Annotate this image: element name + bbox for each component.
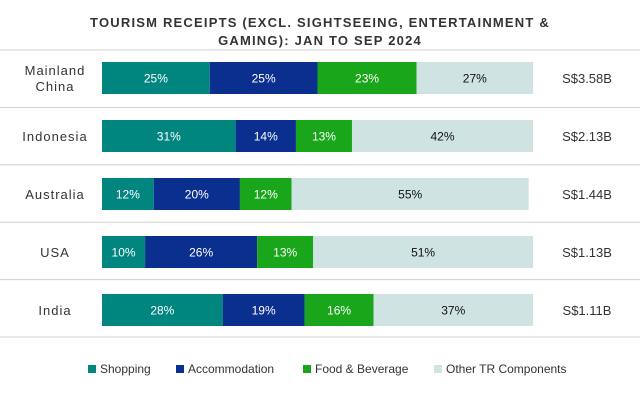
bar-value-label: 42% [430,130,454,144]
category-label: India [38,303,71,318]
legend: Shopping Accommodation Food & Beverage Othe… [88,362,567,376]
bar-value-label: 55% [398,188,422,202]
bar-value-label: 12% [254,188,278,202]
bar-value-label: 19% [252,304,276,318]
chart-title: TOURISM RECEIPTS (EXCL. SIGHTSEEING, ENT… [90,15,550,48]
bar-segment [257,236,314,268]
bar-segment [102,294,223,326]
legend-item-label: Accommodation [188,362,274,376]
bar-value-label: 25% [144,72,168,86]
total-value-label: S$3.58B [562,71,612,86]
bar-segment [222,294,305,326]
gridlines [0,49,640,338]
bar-value-label: 51% [411,246,435,260]
chart-title-line: GAMING): JAN TO SEP 2024 [218,33,422,48]
bar-value-label: 26% [189,246,213,260]
bar-segment [102,62,210,94]
bar-segment [313,236,533,268]
bar-segment [351,120,533,152]
total-value-label: S$2.13B [562,129,612,144]
bar-value-label: 12% [116,188,140,202]
bar-value-label: 10% [112,246,136,260]
bar-segment [291,178,529,210]
bar-segment [102,236,146,268]
bar-segment [102,178,154,210]
bar-value-label: 14% [254,130,278,144]
bar-value-label: 23% [355,72,379,86]
bar-value-label: 20% [185,188,209,202]
legend-swatch [88,365,96,373]
bar-segment [295,120,352,152]
bar-segment [304,294,374,326]
bar-value-label: 27% [463,72,487,86]
bar-segment [416,62,533,94]
bar-value-label: 13% [273,246,297,260]
legend-swatch [176,365,184,373]
bar-segment [317,62,417,94]
legend-item-label: Shopping [100,362,151,376]
category-label: Australia [25,187,85,202]
chart-title-line: TOURISM RECEIPTS (EXCL. SIGHTSEEING, ENT… [90,15,550,30]
bars: 25% 25% 23% 27% 31% 14% 13% 42% 12% 20% 12% 55% 10% 2… [102,62,533,326]
bar-segment [373,294,533,326]
total-value-label: S$1.11B [563,303,612,318]
category-label: Mainland [25,63,86,78]
total-value-label: S$1.44B [562,187,612,202]
bar-segment [153,178,240,210]
legend-item-label: Other TR Components [446,362,567,376]
bar-value-label: 16% [327,304,351,318]
bar-segment [102,120,236,152]
category-label: Indonesia [22,129,87,144]
total-labels: S$3.58B S$2.13B S$1.44B S$1.13B S$1.11B [562,71,612,318]
category-label: China [36,79,75,94]
total-value-label: S$1.13B [562,245,612,260]
bar-value-label: 25% [252,72,276,86]
legend-swatch [303,365,311,373]
legend-item-label: Food & Beverage [315,362,409,376]
bar-segment [239,178,292,210]
bar-value-label: 37% [441,304,465,318]
bar-value-label: 31% [157,130,181,144]
bar-segment [145,236,258,268]
category-label: USA [40,245,70,260]
bar-segment [209,62,318,94]
bar-segment [235,120,296,152]
bar-value-label: 28% [150,304,174,318]
bar-value-label: 13% [312,130,336,144]
legend-swatch [434,365,442,373]
